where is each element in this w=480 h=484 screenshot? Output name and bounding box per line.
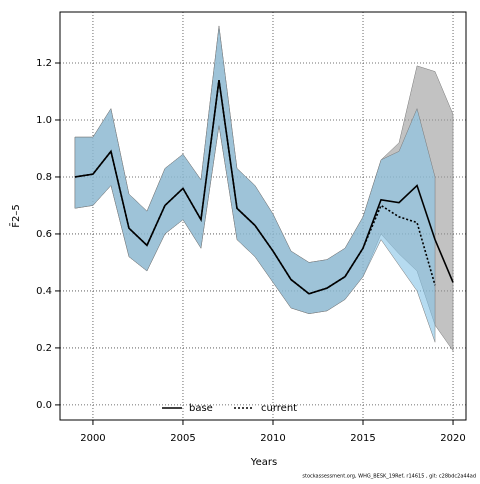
- y-tick-label: 0.0: [36, 400, 52, 411]
- x-tick-label: 2000: [80, 433, 105, 444]
- x-tick-label: 2015: [350, 433, 375, 444]
- x-axis-label: Years: [250, 457, 277, 468]
- y-tick-label: 1.0: [36, 115, 52, 126]
- y-tick-label: 0.8: [36, 172, 52, 183]
- y-tick-label: 1.2: [36, 58, 52, 69]
- x-tick-label: 2020: [440, 433, 465, 444]
- footnote: stockassessment.org, WHG_BESK_19Ref, r14…: [302, 474, 476, 480]
- legend-label: base: [189, 403, 213, 414]
- x-tick-label: 2005: [170, 433, 195, 444]
- y-tick-label: 0.4: [36, 286, 52, 297]
- plot-frame: [59, 11, 467, 421]
- confidence-band: [74, 25, 436, 343]
- y-tick-label: 0.2: [36, 343, 52, 354]
- x-tick-label: 2010: [260, 433, 285, 444]
- series-line: [74, 79, 454, 295]
- y-axis-label: F̄2–5: [9, 204, 22, 227]
- legend-label: current: [261, 403, 297, 414]
- y-tick-label: 0.6: [36, 229, 52, 240]
